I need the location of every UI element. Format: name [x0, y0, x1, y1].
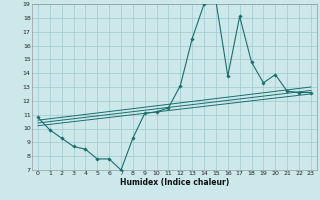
X-axis label: Humidex (Indice chaleur): Humidex (Indice chaleur) [120, 178, 229, 187]
